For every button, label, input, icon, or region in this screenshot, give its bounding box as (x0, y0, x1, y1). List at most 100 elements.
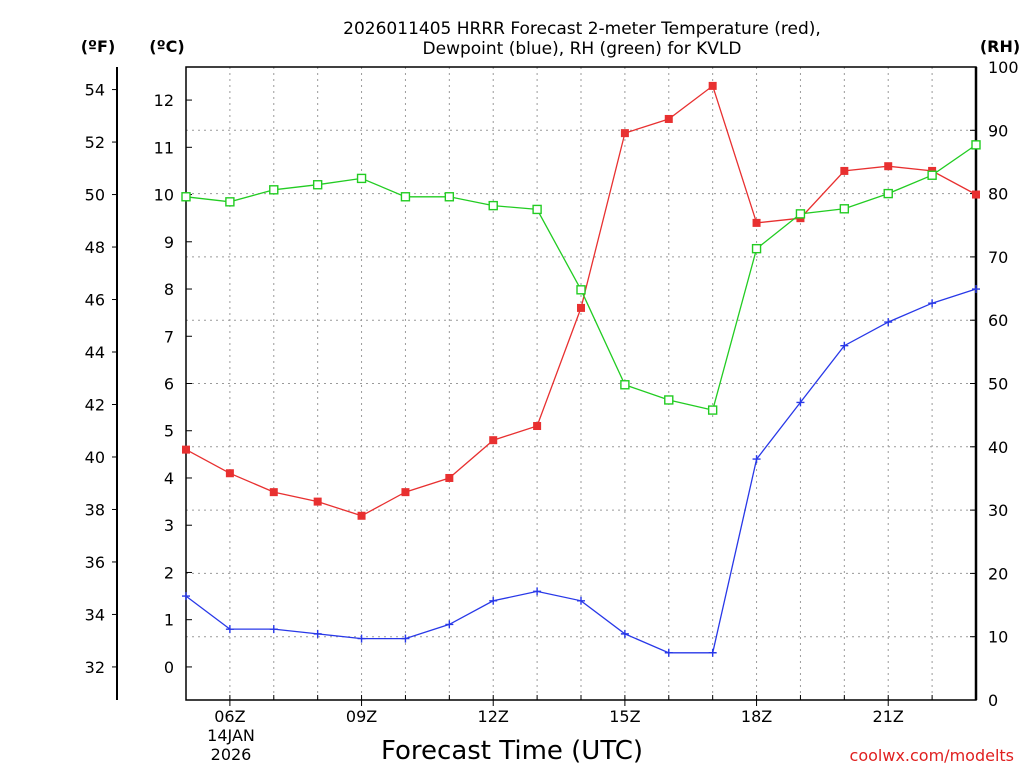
x-axis-title: Forecast Time (UTC) (381, 736, 643, 766)
x-tick-label: 15Z (609, 707, 640, 726)
celsius-tick-label: 6 (164, 375, 174, 394)
dewpoint_c-point (401, 634, 410, 643)
rh-tick-label: 20 (988, 564, 1008, 583)
dewpoint_c-point (796, 398, 805, 407)
rh_percent-point (971, 140, 981, 150)
rh_percent-point (927, 170, 937, 180)
fahrenheit-unit-label: (ºF) (81, 37, 116, 56)
date-label-day: 14JAN (207, 726, 255, 745)
dewpoint_c-point (620, 629, 629, 638)
temperature_c-point (884, 162, 893, 171)
fahrenheit-tick-label: 42 (85, 395, 105, 414)
series-layer (181, 81, 981, 657)
rh-tick-label: 100 (988, 58, 1019, 77)
celsius-tick-label: 11 (154, 138, 174, 157)
fahrenheit-tick-label: 52 (85, 133, 105, 152)
celsius-tick-label: 3 (164, 516, 174, 535)
rh-tick-label: 70 (988, 248, 1008, 267)
dewpoint_c-point (884, 318, 893, 327)
temperature_c-point (225, 469, 234, 478)
rh_percent-point (312, 180, 323, 190)
celsius-tick-label: 1 (164, 611, 174, 630)
fahrenheit-tick-label: 32 (85, 658, 105, 677)
rh_percent-point (532, 204, 542, 215)
date-label-year: 2026 (211, 745, 252, 764)
x-tick-label: 21Z (873, 707, 904, 726)
rh_percent-point (181, 192, 191, 202)
celsius-tick-label: 2 (164, 563, 174, 582)
fahrenheit-tick-label: 44 (85, 343, 105, 362)
dewpoint_c-point (840, 341, 849, 350)
chart-title-line2: Dewpoint (blue), RH (green) for KVLD (423, 39, 742, 59)
temperature_c-point (489, 436, 498, 445)
celsius-tick-label: 8 (164, 280, 174, 299)
rh_percent-point (883, 188, 893, 199)
fahrenheit-tick-label: 34 (85, 605, 105, 624)
axes: 3234363840424446485052540123456789101112… (85, 58, 1019, 726)
celsius-tick-label: 12 (154, 91, 174, 110)
rh_percent-point (356, 173, 367, 184)
rh_percent-point (751, 243, 762, 254)
rh-tick-label: 30 (988, 501, 1008, 520)
temperature_c-point (752, 218, 761, 227)
fahrenheit-tick-label: 50 (85, 186, 105, 205)
rh_percent-point (707, 405, 718, 415)
temperature_c-point (972, 190, 980, 199)
temperature_c-point (445, 473, 454, 482)
dewpoint_c-point (708, 648, 717, 657)
rh_percent-point (839, 204, 850, 214)
plot-frame (185, 66, 977, 701)
rh-tick-label: 90 (988, 121, 1008, 140)
celsius-tick-label: 0 (164, 658, 174, 677)
dewpoint_c-point (269, 625, 278, 634)
x-tick-label: 18Z (741, 707, 772, 726)
temperature_c-point (313, 497, 322, 506)
rh-tick-label: 10 (988, 628, 1008, 647)
dewpoint_c-point (752, 455, 761, 464)
x-tick-label: 06Z (214, 707, 245, 726)
temperature_c-point (577, 303, 585, 312)
rh-tick-label: 0 (988, 691, 998, 710)
celsius-unit-label: (ºC) (149, 37, 184, 56)
dewpoint_c-point (928, 299, 937, 308)
celsius-tick-label: 7 (164, 327, 174, 346)
dewpoint_c-point (445, 620, 454, 629)
dewpoint_c-point (313, 629, 322, 638)
dewpoint_c-point (182, 592, 190, 601)
fahrenheit-tick-label: 36 (85, 553, 105, 572)
rh_percent-point (576, 285, 586, 295)
dewpoint_c-point (577, 596, 585, 605)
fahrenheit-tick-label: 48 (85, 238, 105, 257)
rh_percent-point (620, 380, 630, 390)
rh-tick-label: 40 (988, 438, 1008, 457)
temperature_c-point (357, 511, 366, 520)
rh_percent-point (795, 209, 806, 219)
rh_percent-point (488, 200, 498, 211)
dewpoint_c-point (225, 625, 234, 634)
rh_percent-point (400, 192, 411, 202)
fahrenheit-tick-label: 54 (85, 81, 105, 100)
rh-unit-label: (RH) (980, 37, 1020, 56)
dewpoint_c-point (664, 648, 673, 657)
celsius-tick-label: 10 (154, 186, 174, 205)
temperature_c-point (533, 422, 542, 431)
x-tick-label: 12Z (478, 707, 509, 726)
fahrenheit-tick-label: 38 (85, 500, 105, 519)
rh_percent-point (269, 185, 279, 195)
dewpoint_c-point (489, 596, 498, 605)
rh-tick-label: 60 (988, 311, 1008, 330)
rh_percent-point (225, 197, 235, 207)
rh-tick-label: 50 (988, 375, 1008, 394)
dewpoint_c-point (533, 587, 542, 596)
temperature_c-point (664, 114, 673, 123)
temperature_c-point (840, 166, 849, 175)
temperature_c-point (708, 81, 717, 90)
celsius-tick-label: 5 (164, 422, 174, 441)
rh_percent-point (664, 395, 674, 405)
dewpoint_c-point (357, 634, 366, 643)
temperature_c-point (269, 488, 278, 497)
fahrenheit-tick-label: 46 (85, 291, 105, 310)
celsius-tick-label: 4 (164, 469, 174, 488)
credit-text: coolwx.com/modelts (850, 746, 1014, 765)
